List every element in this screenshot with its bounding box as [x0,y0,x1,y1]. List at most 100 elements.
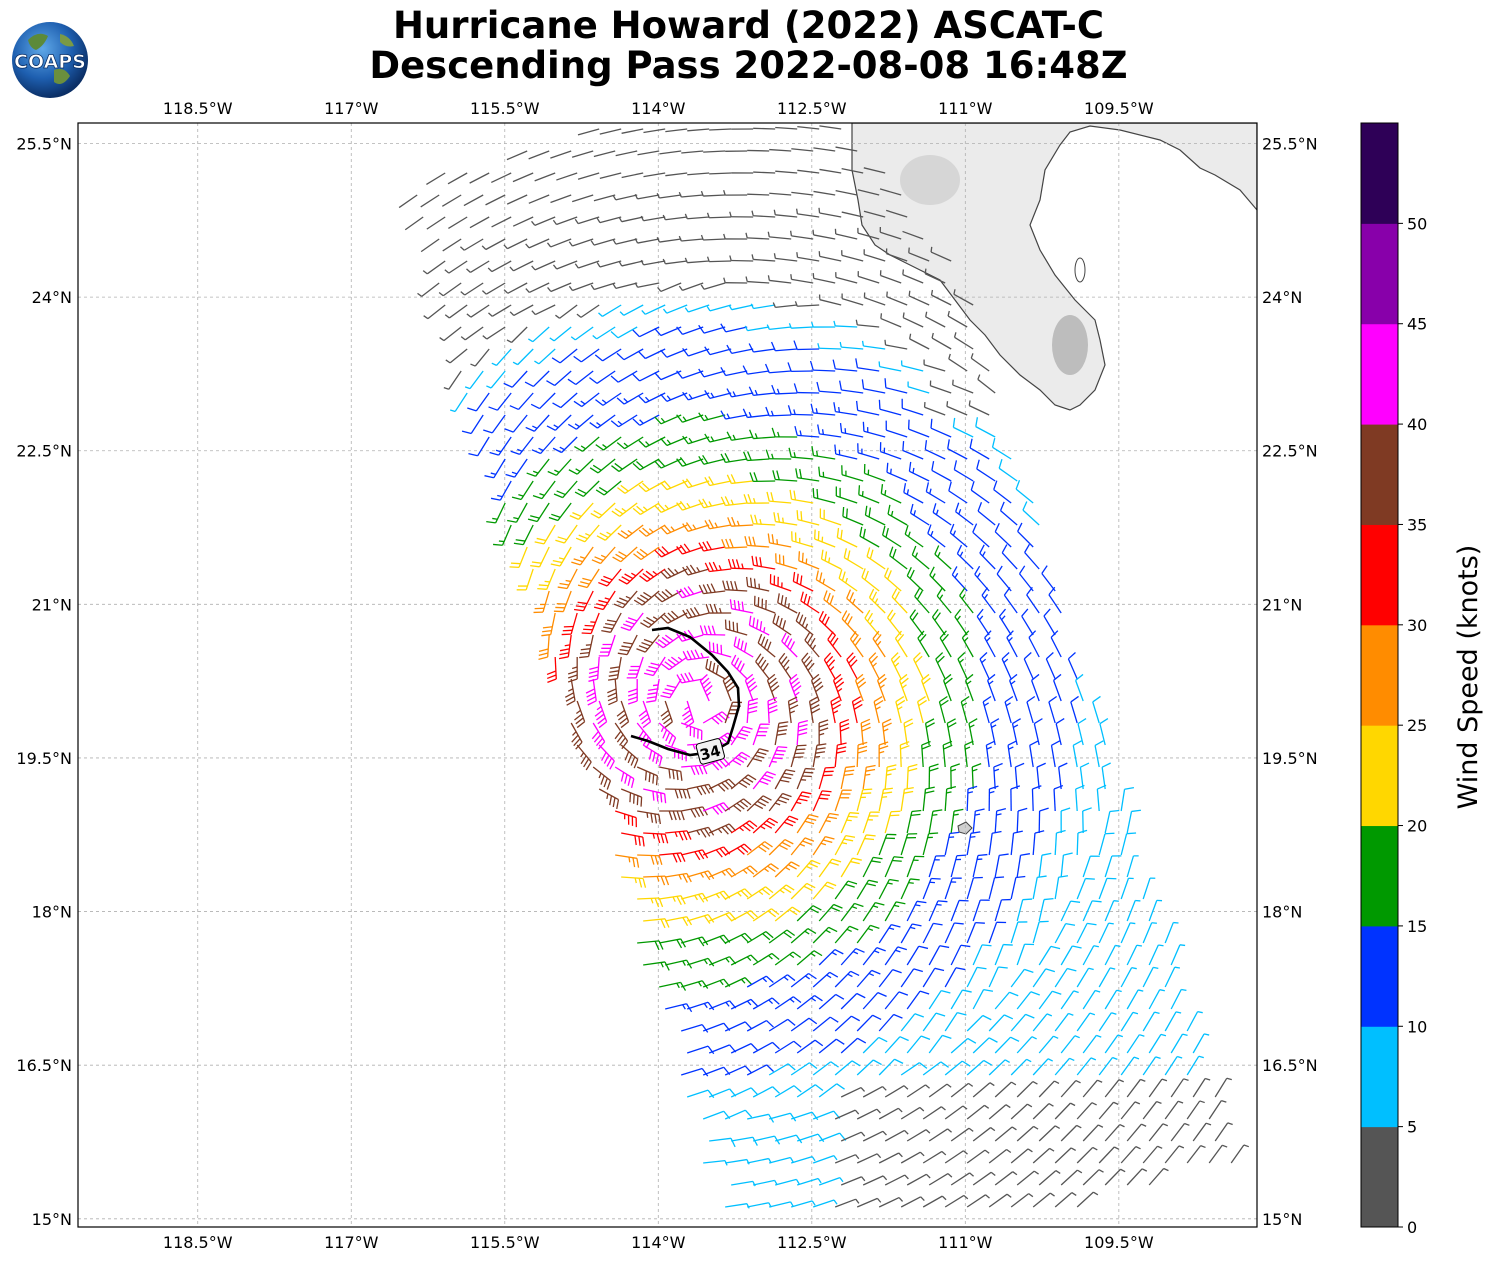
wind-barb [680,980,709,989]
wind-barb [610,370,638,383]
wind-barb [839,718,850,746]
wind-barb [1038,990,1062,1010]
wind-barb [632,326,660,338]
wind-barb [856,969,881,988]
wind-barb [884,1085,909,1098]
wind-barb [1054,1147,1077,1164]
wind-barb [944,1105,968,1120]
wind-barb [575,524,600,543]
wind-barb [730,998,759,1010]
wind-barb [596,216,622,224]
wind-barb [906,1035,931,1054]
wind-barb [682,347,710,357]
wind-barb [460,282,484,296]
wind-barb [447,172,468,185]
wind-barb [950,989,972,1010]
wind-barb [746,841,773,856]
wind-barb [1104,944,1121,966]
wind-barb [1016,991,1040,1010]
wind-barb [878,1058,904,1076]
lat-label-left: 22.5°N [16,442,72,461]
wind-barb [909,503,930,526]
lat-label-right: 18°N [1262,903,1302,922]
wind-barb [577,128,600,136]
colorbar-frame [1360,122,1399,1228]
wind-barb [1024,543,1040,570]
lon-label-bottom: 109.5°W [1084,1233,1154,1252]
wind-barb [704,519,732,530]
wind-barb [1060,990,1079,1010]
wind-barb [638,480,666,493]
wind-barb [1096,784,1107,812]
wind-barb [917,630,930,658]
wind-barb [928,1128,952,1142]
wind-barb [767,533,792,548]
wind-barb [730,1087,759,1098]
wind-barb [930,418,952,438]
wind-barb [768,1018,796,1032]
wind-barb [1170,1078,1189,1098]
wind-barb [753,127,776,130]
wind-barb [439,326,462,342]
wind-barb [1016,1170,1039,1186]
wind-barb [796,1039,824,1054]
wind-barb [488,392,512,411]
wind-barb [768,1063,796,1076]
wind-barb [1038,807,1049,834]
wind-barb [548,502,572,522]
wind-barb [681,849,709,861]
wind-barb [598,304,622,317]
wind-barb [1030,673,1040,702]
wind-barb [752,863,779,878]
wind-barb [931,460,952,482]
wind-barb [1016,1036,1037,1054]
wind-barb [557,568,578,590]
wind-barb [577,172,600,180]
wind-barb [884,1129,909,1142]
wind-barb [1021,608,1034,636]
wind-barb [1120,967,1137,988]
wind-barb [1170,1033,1188,1054]
wind-barb [854,673,867,702]
wind-barb [725,1203,750,1209]
wind-barb [506,150,528,161]
wind-barb [863,292,886,306]
wind-barb [950,1037,977,1054]
wind-barb [485,194,506,206]
wind-barb [994,853,1009,878]
wind-barb [699,625,726,636]
wind-barb [720,366,748,377]
wind-barb [878,923,901,944]
wind-barb [730,954,759,966]
wind-barb [1098,877,1117,900]
wind-barb [704,433,732,443]
wind-barb [957,652,968,680]
wind-barb [637,150,660,156]
wind-barb [568,458,594,475]
wind-barb [555,304,578,319]
wind-barb [621,128,644,134]
wind-barb [841,211,864,218]
wind-barb [796,767,815,790]
wind-barb [598,788,620,810]
wind-barb [900,1106,925,1120]
wind-barb [944,877,962,900]
wind-barb [573,392,600,408]
lat-label-left: 24°N [32,288,72,307]
wind-barb [840,812,860,834]
wind-barb [812,1199,838,1208]
wind-barb [1164,966,1180,988]
wind-barb [746,795,772,812]
wind-barb [809,360,836,372]
wind-barb [773,253,798,262]
wind-barb [988,785,999,812]
wind-barb [775,1178,800,1186]
wind-barb [830,696,842,724]
wind-barb [948,481,968,504]
wind-barb [841,167,864,174]
wind-barb [771,384,798,395]
wind-barb [856,1108,881,1120]
wind-barb [950,763,960,790]
wind-barb [1016,898,1033,922]
wind-barb [727,516,754,527]
